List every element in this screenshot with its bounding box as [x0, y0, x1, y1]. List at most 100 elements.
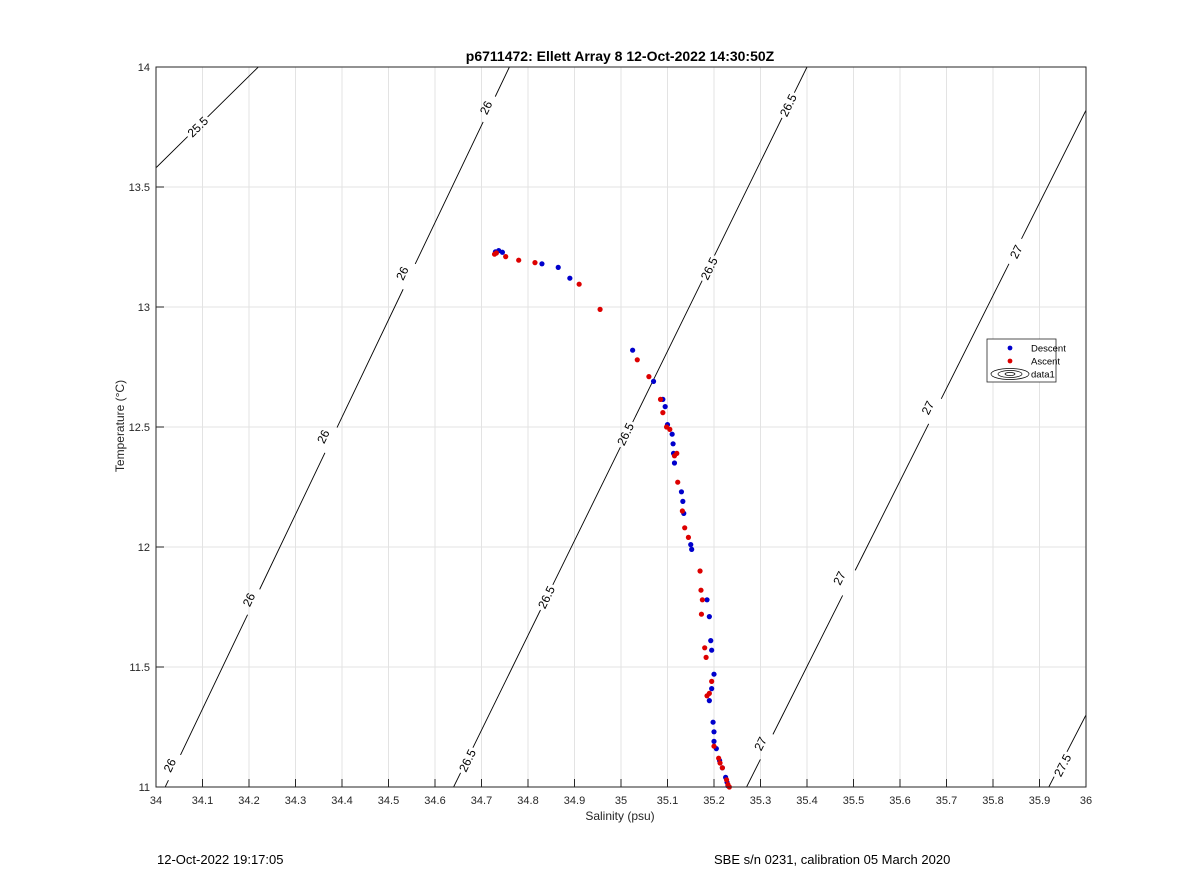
descent-point-23 [709, 647, 715, 653]
axis-ticks: 34 34.1 34.2 34.3 34.4 34.5 34.6 34.7 34.8 34.9 35… [129, 62, 1093, 807]
isopycnal-label-1-4: 26 [477, 98, 496, 116]
x-tick-label-15: 35.5 [843, 795, 864, 807]
y-tick-label-4: 13 [138, 302, 150, 314]
ascent-point-20 [698, 587, 704, 593]
ascent-point-4 [532, 260, 538, 266]
isopycnal-segment [164, 779, 169, 787]
ascent-point-12 [667, 426, 673, 432]
isopycnal-label-3-0: 27 [751, 734, 770, 752]
x-tick-label-17: 35.7 [936, 795, 957, 807]
isopycnal-label-1-2: 26 [314, 427, 333, 445]
ascent-point-30 [717, 760, 723, 766]
isopycnal-segment [854, 423, 930, 571]
descent-point-11 [669, 431, 675, 437]
ascent-point-18 [685, 534, 692, 541]
isopycnal-label-1-1: 26 [240, 590, 259, 608]
descent-point-7 [650, 378, 657, 384]
x-tick-label-19: 35.9 [1029, 795, 1050, 807]
x-tick-label-10: 35 [615, 795, 627, 807]
descent-point-9 [662, 404, 668, 410]
descent-point-26 [706, 698, 712, 704]
isopycnal-segment [156, 136, 188, 169]
ascent-point-29 [716, 755, 722, 761]
isopycnal-25-5 [156, 67, 259, 169]
ascent-point-19 [697, 568, 703, 574]
ascent-point-6 [597, 306, 603, 312]
ascent-point-32 [723, 777, 730, 783]
y-tick-label-3: 12.5 [129, 422, 150, 434]
isopycnal-label-0-0: 25.5 [185, 114, 212, 141]
isopycnal-26-5 [453, 67, 808, 787]
x-tick-label-7: 34.7 [471, 795, 492, 807]
x-tick-label-4: 34.4 [331, 795, 352, 807]
descent-point-18 [688, 542, 694, 548]
legend: Descent Ascent data1 [986, 338, 1066, 383]
isopycnal-label-1-0: 26 [161, 756, 180, 774]
x-tick-label-11: 35.1 [657, 795, 678, 807]
isopycnal-label-2-1: 26.5 [535, 584, 558, 611]
isopycnal-segment [453, 772, 461, 787]
x-tick-label-12: 35.2 [703, 795, 724, 807]
isopycnal-label-4-0: 27.5 [1051, 752, 1074, 779]
descent-point-4 [555, 264, 561, 270]
legend-label-ascent: Ascent [1031, 357, 1060, 368]
isopycnal-segment [793, 67, 808, 93]
descent-point-21 [706, 614, 712, 620]
descent-point-27 [710, 719, 716, 725]
ascent-point-10 [660, 410, 666, 416]
legend-label-descent: Descent [1031, 344, 1066, 355]
ascent-point-31 [719, 765, 725, 771]
descent-point-14 [671, 460, 678, 466]
ascent-point-23 [702, 645, 708, 651]
x-tick-label-16: 35.6 [889, 795, 910, 807]
isopycnal-label-2-0: 26.5 [456, 747, 479, 774]
y-tick-label-6: 14 [138, 62, 150, 74]
isopycnal-27-5 [1048, 714, 1086, 787]
isopycnal-segment [180, 614, 248, 756]
isopycnal-segment [207, 67, 259, 118]
descent-point-24 [711, 671, 717, 677]
isopycnal-segment [632, 280, 703, 423]
data-points [491, 248, 732, 790]
descent-point-29 [711, 738, 717, 745]
isopycnal-segment [494, 67, 510, 97]
legend-marker-descent [1007, 345, 1013, 351]
ascent-point-8 [646, 374, 652, 380]
isopycnal-label-2-4: 26.5 [777, 92, 800, 119]
isopycnal-contours: 25.5 26 26 26 26 26 26.5 26.5 26.5 26.5 26.5 27 27 27… [156, 67, 1086, 787]
isopycnal-segment [414, 121, 484, 265]
x-tick-label-14: 35.4 [796, 795, 817, 807]
ascent-point-3 [516, 257, 522, 263]
x-tick-label-13: 35.3 [750, 795, 771, 807]
ascent-point-1 [493, 250, 499, 256]
legend-contour-icon [990, 368, 1030, 380]
isopycnal-segment [552, 447, 621, 586]
chart-title: p6711472: Ellett Array 8 12-Oct-2022 14:… [466, 48, 775, 64]
descent-point-3 [539, 261, 545, 267]
ascent-point-27 [704, 693, 710, 699]
x-tick-label-1: 34.1 [192, 795, 213, 807]
descent-point-20 [704, 597, 710, 603]
x-tick-label-9: 34.9 [564, 795, 585, 807]
legend-contour-icon [997, 370, 1023, 378]
descent-point-16 [680, 498, 686, 504]
ascent-point-7 [634, 357, 640, 363]
isopycnal-segment [336, 289, 404, 428]
ascent-point-17 [682, 525, 688, 531]
x-tick-label-18: 35.8 [982, 795, 1003, 807]
x-tick-label-0: 34 [150, 795, 162, 807]
isopycnal-27 [746, 109, 1086, 787]
isopycnal-segment [714, 117, 783, 256]
descent-point-22 [708, 638, 714, 644]
x-axis-label: Salinity (psu) [585, 809, 654, 823]
ascent-point-2 [503, 254, 509, 260]
x-tick-label-20: 36 [1080, 795, 1092, 807]
ascent-point-22 [698, 611, 705, 617]
isopycnal-segment [1048, 776, 1055, 787]
ascent-point-25 [709, 678, 715, 685]
ascent-point-21 [699, 597, 705, 603]
ascent-point-24 [703, 654, 709, 661]
y-tick-label-2: 12 [138, 542, 150, 554]
ascent-point-5 [576, 281, 582, 287]
